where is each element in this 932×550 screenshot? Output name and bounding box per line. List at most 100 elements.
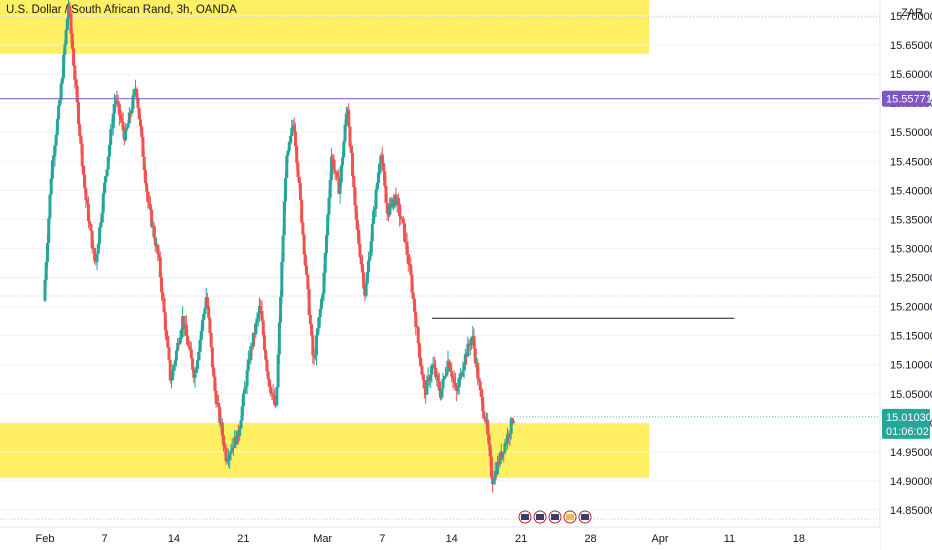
candle-body [217,403,221,408]
candle-body [156,244,160,254]
candle-body [202,314,206,321]
candle-body [224,447,228,461]
currency-label: ZAR [901,7,923,19]
candle-body [62,54,66,78]
price-axis[interactable]: ZAR15.7000015.6500015.6000015.5500015.50… [879,0,932,550]
candle-body [260,310,264,321]
candle-body [453,382,457,386]
candle-body [142,156,146,170]
candle-body [290,128,294,137]
candle-body [230,447,234,452]
event-flag-icon[interactable] [563,510,577,524]
candle-body [261,320,265,336]
candle-body [282,201,286,236]
candle-body [169,379,173,381]
candle-body [417,343,421,358]
candle-body [98,227,102,244]
candle-body [212,367,216,377]
candle-body [416,327,420,344]
candle-body [182,316,186,329]
candle-body [333,170,337,173]
candle-body [316,328,320,336]
time-tick-label: 7 [379,533,385,545]
candle-body [364,283,368,296]
candle-body [450,371,454,377]
candle-body [240,406,244,421]
time-axis[interactable]: Feb 7 14 21 Mar 7 14 21 28 Apr 11 18 [0,526,880,550]
candle-body [121,121,125,131]
candle-body [419,357,423,366]
candle-body [76,102,80,125]
chart-title: U.S. Dollar / South African Rand, 3h, OA… [6,4,237,16]
candle-body [437,381,441,391]
candle-body [125,127,129,130]
candle-body [88,221,92,224]
candle-body [317,316,321,329]
candle-body [255,318,259,324]
candle-body [284,177,288,202]
candle-body [391,199,395,208]
candle-body [104,176,108,183]
time-tick-label: 14 [168,533,180,545]
candle-body [160,277,164,293]
candle-body [339,165,343,183]
event-flag-icon[interactable] [548,510,562,524]
candle-body [70,33,74,49]
candle-body [272,395,276,405]
price-tick-label: 15.65000 [890,40,932,52]
candle-body [510,418,514,423]
candles-layer [43,0,516,493]
price-tick-label: 15.30000 [890,243,932,255]
candle-body [324,235,328,254]
candle-body [306,274,310,290]
event-flag-icon[interactable] [578,510,592,524]
candle-body [486,419,490,435]
candle-body [493,470,497,481]
candle-body [187,344,191,347]
candle-body [321,293,325,299]
candle-body [262,335,266,350]
candle-body [48,194,52,219]
candle-body [143,169,147,184]
candle-body [482,411,486,418]
candle-body [359,256,363,265]
candle-body [165,330,169,336]
candle-body [479,390,483,397]
candle-body [447,360,451,367]
grid-layer [0,15,880,520]
candle-body [412,298,416,312]
candle-body [64,30,68,45]
candle-body [367,260,371,273]
candle-body [172,365,176,371]
candle-body [440,388,444,399]
candle-body [502,451,506,453]
candle-body [295,146,299,164]
candle-body [111,113,115,129]
candle-body [147,202,151,205]
candle-body [117,103,121,116]
candle-body [462,364,466,371]
candle-body [218,407,222,424]
candle-body [492,480,496,485]
candle-body [198,340,202,353]
event-flag-fill [551,514,559,520]
candle-body [166,335,170,348]
candle-body [467,343,471,346]
candle-body [105,169,109,177]
candle-body [298,183,302,200]
candle-body [238,428,242,436]
candle-body [65,18,69,31]
event-flag-icon[interactable] [533,510,547,524]
candle-body [256,314,260,319]
candle-body [308,314,312,325]
candle-body [463,354,467,365]
time-tick-label: 21 [515,533,527,545]
candle-body [188,346,192,350]
candle-body [477,378,481,382]
candle-body [49,178,53,195]
candle-body [374,189,378,209]
event-flag-icon[interactable] [518,510,532,524]
candle-body [162,297,166,313]
candle-body [370,223,374,242]
